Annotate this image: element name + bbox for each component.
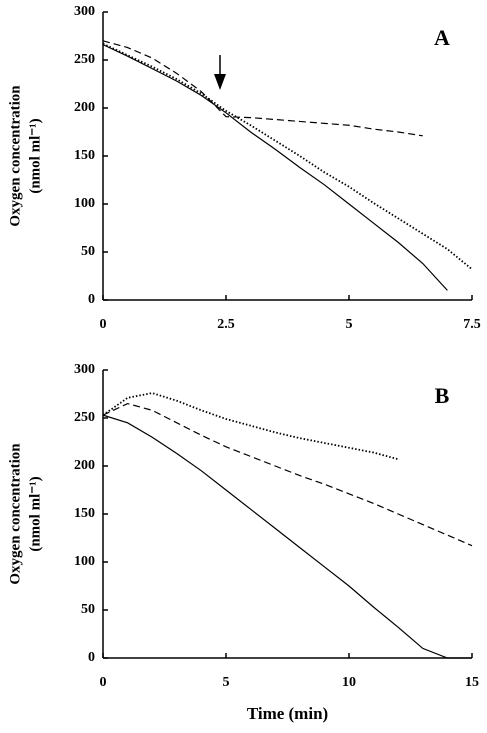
y-axis-label: (nmol ml⁻¹) <box>27 476 43 551</box>
line-series <box>102 392 399 461</box>
y-tick-label: 100 <box>74 196 95 211</box>
y-tick-label: 300 <box>74 362 95 377</box>
y-tick-label: 150 <box>74 148 95 163</box>
y-tick-label: 200 <box>74 100 95 115</box>
x-tick-label: 7.5 <box>463 317 481 332</box>
y-tick-label: 0 <box>88 292 95 307</box>
y-tick-label: 50 <box>81 602 95 617</box>
x-tick-label: 0 <box>100 675 107 690</box>
line-series <box>102 44 448 291</box>
y-tick-label: 300 <box>74 4 95 19</box>
y-axis-label: (nmol ml⁻¹) <box>27 118 43 193</box>
y-axis-label: Oxygen concentration <box>7 443 23 585</box>
y-tick-label: 200 <box>74 458 95 473</box>
line-series <box>102 42 473 270</box>
x-tick-label: 10 <box>342 675 356 690</box>
y-tick-label: 250 <box>74 410 95 425</box>
line-series <box>102 40 423 137</box>
y-tick-label: 50 <box>81 244 95 259</box>
line-series <box>102 414 472 659</box>
arrow-head <box>214 74 226 90</box>
line-series <box>102 402 473 547</box>
y-tick-label: 150 <box>74 506 95 521</box>
x-tick-label: 15 <box>465 675 479 690</box>
x-tick-label: 5 <box>223 675 230 690</box>
x-tick-label: 5 <box>346 317 353 332</box>
y-tick-label: 0 <box>88 650 95 665</box>
y-tick-label: 250 <box>74 52 95 67</box>
panel-label: B <box>435 383 450 408</box>
x-tick-label: 0 <box>100 317 107 332</box>
y-axis-label: Oxygen concentration <box>7 85 23 227</box>
x-tick-label: 2.5 <box>217 317 235 332</box>
y-tick-label: 100 <box>74 554 95 569</box>
x-axis-label: Time (min) <box>247 704 328 723</box>
panel-label: A <box>434 25 450 50</box>
